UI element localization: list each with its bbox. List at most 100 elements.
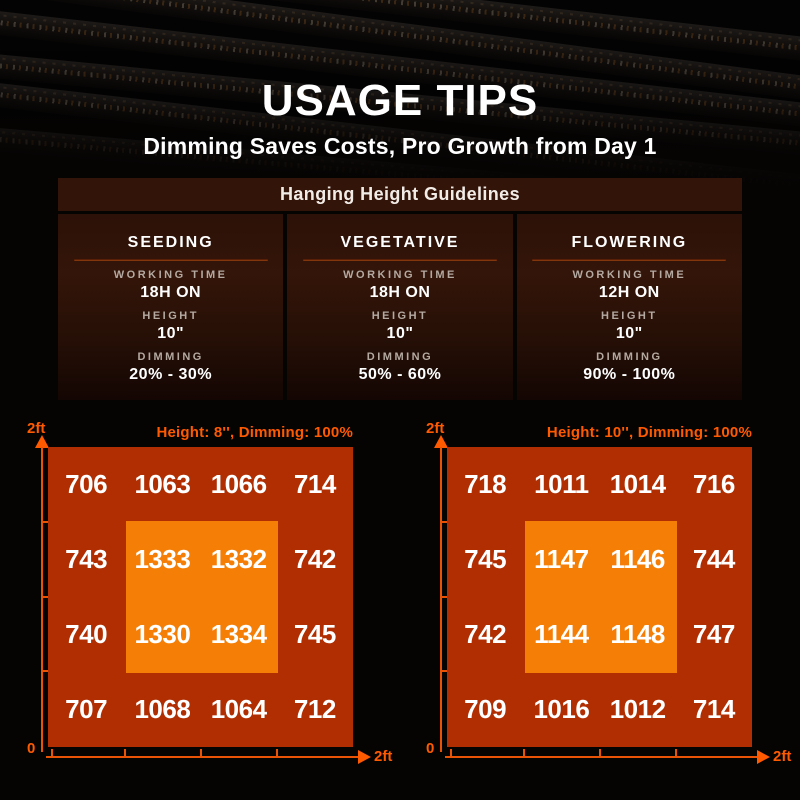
ppfd-value: 740 xyxy=(65,619,108,649)
heatmap-area: 718 1011 1014 716 745 1147 1146 744 742 … xyxy=(447,447,752,747)
working-time-value: 12H ON xyxy=(598,284,660,301)
y-axis-line xyxy=(440,447,442,752)
working-time-label: WORKING TIME xyxy=(572,269,687,281)
y-axis-line xyxy=(41,447,43,752)
ppfd-value: 1011 xyxy=(534,469,589,499)
heatmap-area: 706 1063 1066 714 743 1333 1332 742 740 … xyxy=(48,447,353,747)
ppfd-value: 706 xyxy=(65,469,108,499)
working-time-value: 18H ON xyxy=(140,284,202,301)
dimming-value: 20% - 30% xyxy=(129,366,213,383)
height-label: HEIGHT xyxy=(142,310,199,322)
working-time-label: WORKING TIME xyxy=(343,269,457,281)
working-time-label: WORKING TIME xyxy=(113,269,228,281)
ppfd-value: 1066 xyxy=(210,469,267,499)
page-title: USAGE TIPS xyxy=(261,76,539,125)
y-axis-tick xyxy=(440,596,451,598)
stage-name: FLOWERING xyxy=(571,234,688,251)
ppfd-value: 745 xyxy=(293,619,336,649)
heatmap-hot-zone xyxy=(125,521,278,674)
heatmap-hot-zone xyxy=(524,521,677,674)
ppfd-value: 1332 xyxy=(210,544,267,574)
ppfd-grid: 706 1063 1066 714 743 1333 1332 742 740 … xyxy=(48,447,353,747)
stage-card-vegetative: VEGETATIVE WORKING TIME 18H ON HEIGHT 10… xyxy=(287,214,513,400)
dimming-value: 50% - 60% xyxy=(358,366,442,383)
x-axis-line xyxy=(46,756,358,758)
x-axis-tick xyxy=(276,749,278,756)
y-axis-arrow-icon xyxy=(434,435,448,448)
ppfd-value: 742 xyxy=(293,544,336,574)
x-axis-tick xyxy=(51,749,53,756)
height-value: 10" xyxy=(157,325,185,342)
ppfd-value: 747 xyxy=(692,619,735,649)
ppfd-value: 712 xyxy=(293,694,336,724)
guidelines-title: Hanging Height Guidelines xyxy=(58,178,742,211)
ppfd-grid: 718 1011 1014 716 745 1147 1146 744 742 … xyxy=(447,447,752,747)
ppfd-value: 707 xyxy=(65,694,108,724)
height-label: HEIGHT xyxy=(371,310,429,322)
chart-title: Height: 8'', Dimming: 100% xyxy=(156,424,353,441)
x-axis-arrow-icon xyxy=(757,750,770,764)
height-value: 10" xyxy=(615,325,643,342)
height-label: HEIGHT xyxy=(601,310,658,322)
guidelines-columns: SEEDING WORKING TIME 18H ON HEIGHT 10" D… xyxy=(58,214,742,400)
ppfd-value: 745 xyxy=(464,544,507,574)
ppfd-value: 716 xyxy=(692,469,735,499)
ppfd-value: 1148 xyxy=(610,619,665,649)
stage-divider xyxy=(303,259,497,261)
ppfd-map-height-8in: Height: 8'', Dimming: 100% 2ft 0 2ft 706… xyxy=(22,418,402,780)
ppfd-value: 744 xyxy=(692,544,735,574)
hanging-height-guidelines-panel: Hanging Height Guidelines SEEDING WORKIN… xyxy=(58,178,742,400)
x-axis-tick xyxy=(200,749,202,756)
ppfd-value: 1144 xyxy=(534,619,589,649)
ppfd-value: 742 xyxy=(464,619,507,649)
x-axis-tick xyxy=(599,749,601,756)
ppfd-value: 709 xyxy=(464,694,507,724)
x-axis-tick xyxy=(450,749,452,756)
stage-card-seeding: SEEDING WORKING TIME 18H ON HEIGHT 10" D… xyxy=(58,214,284,400)
page-subtitle: Dimming Saves Costs, Pro Growth from Day… xyxy=(143,133,657,159)
origin-label: 0 xyxy=(426,740,435,757)
y-axis-arrow-icon xyxy=(35,435,49,448)
ppfd-value: 743 xyxy=(65,544,108,574)
ppfd-value: 714 xyxy=(692,694,735,724)
x-axis-line xyxy=(445,756,757,758)
stage-divider xyxy=(73,259,268,261)
y-axis-tick xyxy=(41,596,52,598)
dimming-label: DIMMING xyxy=(137,351,204,363)
ppfd-value: 1334 xyxy=(210,619,267,649)
chart-title: Height: 10'', Dimming: 100% xyxy=(546,424,752,441)
height-value: 10" xyxy=(386,325,414,342)
x-axis-max-label: 2ft xyxy=(773,748,792,765)
x-axis-tick xyxy=(523,749,525,756)
origin-label: 0 xyxy=(27,740,36,757)
led-lights-photo xyxy=(0,0,800,188)
ppfd-value: 1333 xyxy=(134,544,191,574)
x-axis-max-label: 2ft xyxy=(374,748,393,765)
stage-name: VEGETATIVE xyxy=(340,234,460,251)
y-axis-tick xyxy=(41,521,52,523)
y-axis-tick xyxy=(440,521,451,523)
x-axis-arrow-icon xyxy=(358,750,371,764)
ppfd-value: 1147 xyxy=(534,544,589,574)
y-axis-max-label: 2ft xyxy=(27,420,46,437)
ppfd-value: 714 xyxy=(293,469,336,499)
ppfd-value: 1068 xyxy=(134,694,191,724)
stage-name: SEEDING xyxy=(127,234,214,251)
ppfd-value: 1330 xyxy=(134,619,191,649)
working-time-value: 18H ON xyxy=(369,284,431,301)
ppfd-value: 1012 xyxy=(609,694,666,724)
ppfd-map-height-10in: Height: 10'', Dimming: 100% 2ft 0 2ft 71… xyxy=(421,418,800,780)
ppfd-value: 1014 xyxy=(609,469,666,499)
stage-divider xyxy=(532,259,727,261)
stage-card-flowering: FLOWERING WORKING TIME 12H ON HEIGHT 10"… xyxy=(516,214,742,400)
y-axis-tick xyxy=(41,670,52,672)
dimming-label: DIMMING xyxy=(366,351,434,363)
ppfd-value: 1016 xyxy=(533,694,590,724)
photo-fade-overlay xyxy=(0,0,800,188)
ppfd-value: 718 xyxy=(464,469,507,499)
dimming-value: 90% - 100% xyxy=(583,366,676,383)
y-axis-tick xyxy=(440,670,451,672)
ppfd-value: 1146 xyxy=(610,544,665,574)
ppfd-value: 1063 xyxy=(134,469,191,499)
